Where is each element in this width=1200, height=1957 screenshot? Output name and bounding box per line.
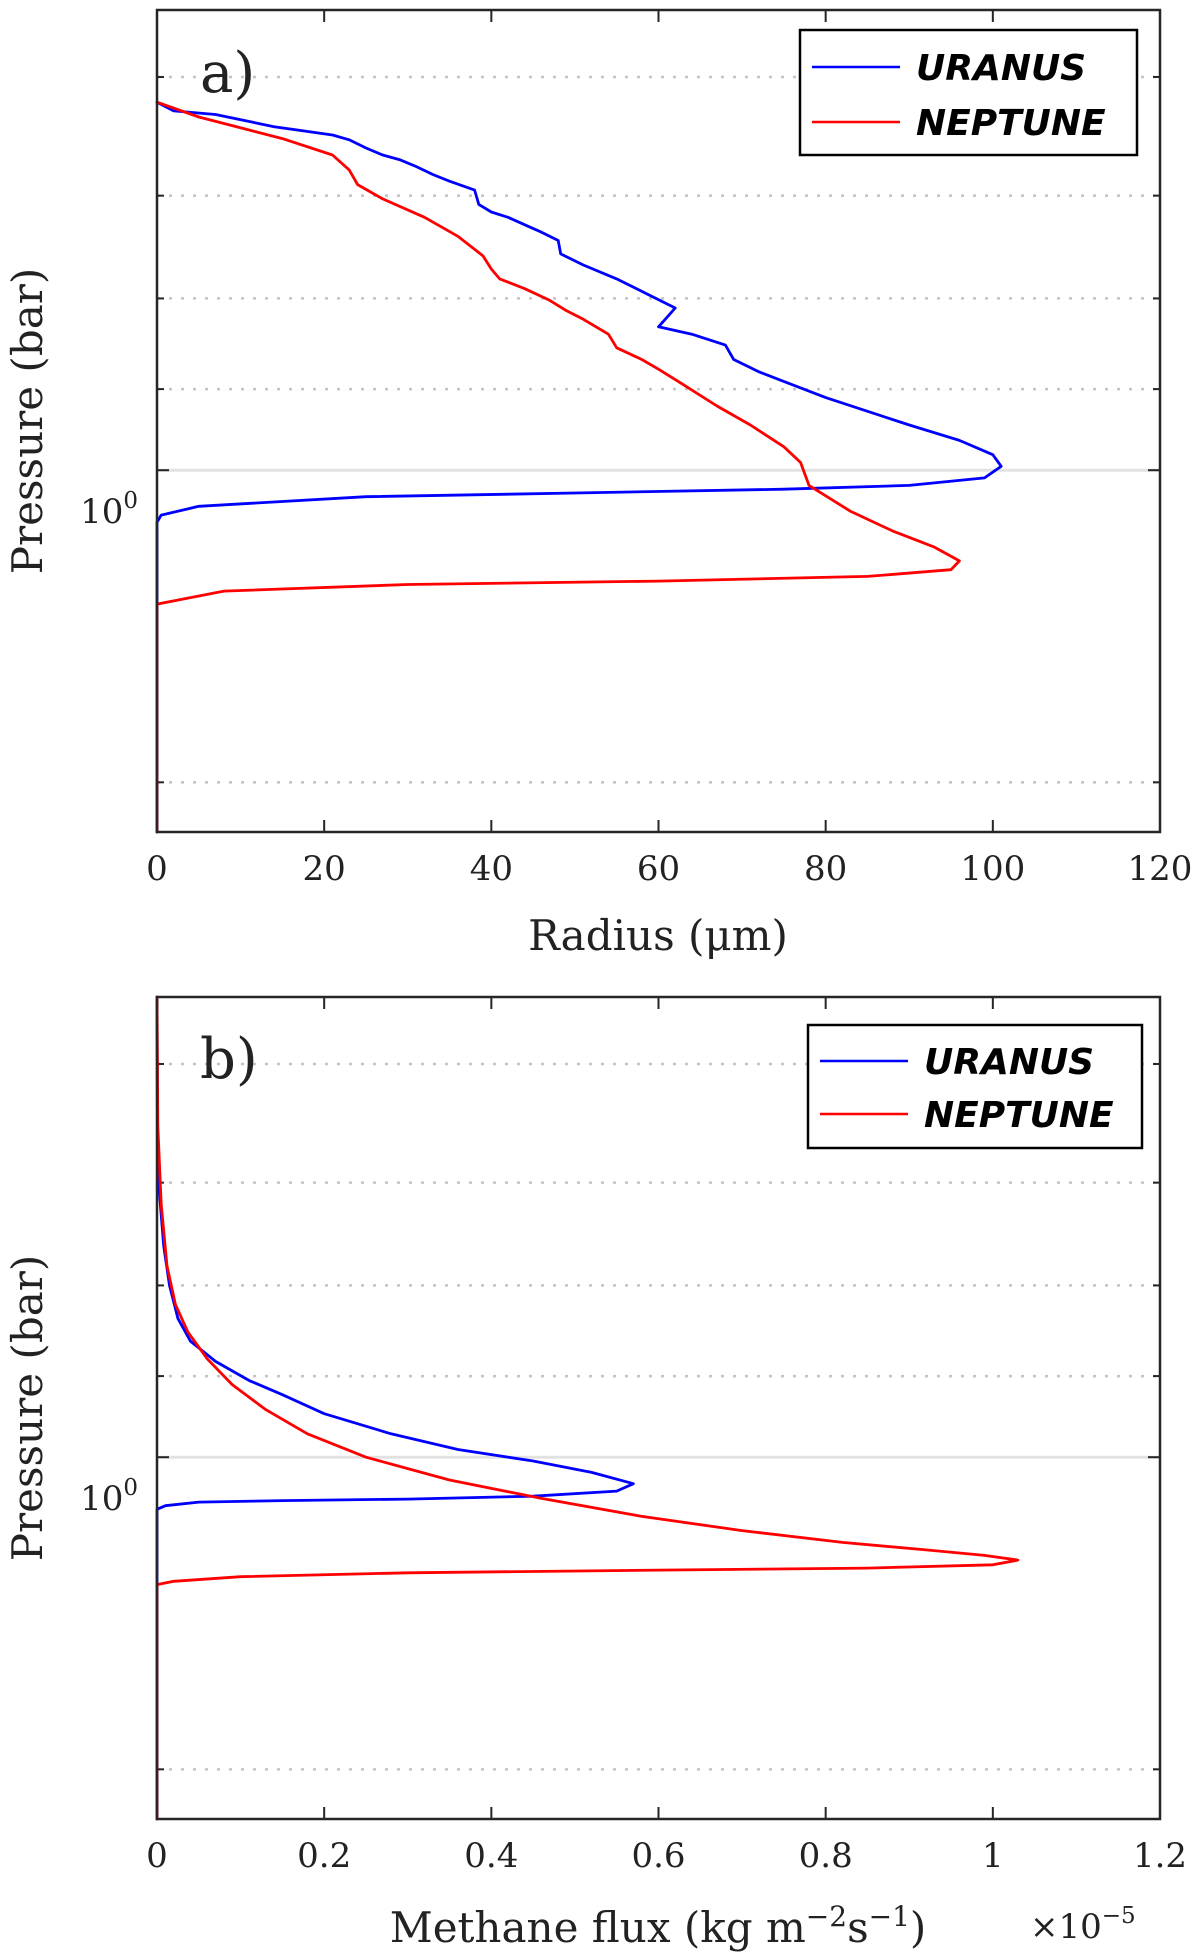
panel-b-legend-box xyxy=(806,1023,1144,1150)
panel-a-series xyxy=(155,100,1003,834)
x-tick-label: 100 xyxy=(960,849,1025,889)
panel-a: 0 20 40 60 80 100 120 100 a) URANUS NEPTUNE Ra… xyxy=(3,8,1192,960)
x-tick-label: 120 xyxy=(1128,849,1193,889)
panel-b-axes-box xyxy=(155,995,1162,1821)
panel-a-legend-uranus-label: URANUS xyxy=(916,48,1086,89)
x-tick-label: 80 xyxy=(804,849,847,889)
panel-a-legend-neptune-label: NEPTUNE xyxy=(916,103,1106,144)
series-line-uranus xyxy=(155,100,1003,834)
series-line-neptune xyxy=(155,995,1020,1821)
panel-a-gridlines xyxy=(157,75,1160,784)
x-tick-label: 40 xyxy=(470,849,513,889)
panel-b: 0 0.2 0.4 0.6 0.8 1 1.2 100 b) URANUS NEPTUNE … xyxy=(3,995,1187,1952)
panel-a-x-axis-label: Radius (μm) xyxy=(528,911,788,960)
panel-b-series xyxy=(155,995,1020,1821)
panel-b-legend: URANUS NEPTUNE xyxy=(806,1023,1144,1150)
panel-b-legend-neptune-label: NEPTUNE xyxy=(924,1095,1114,1136)
panel-a-legend: URANUS NEPTUNE xyxy=(798,28,1139,157)
panel-b-x-ticks: 0 0.2 0.4 0.6 0.8 1 1.2 xyxy=(146,997,1187,1876)
panel-b-x-multiplier: ×10−5 xyxy=(1030,1903,1136,1947)
x-tick-label: 0.2 xyxy=(297,1836,351,1876)
panel-a-legend-box xyxy=(798,28,1139,157)
x-tick-label: 1.2 xyxy=(1133,1836,1187,1876)
panel-b-legend-uranus-label: URANUS xyxy=(924,1042,1094,1083)
x-tick-label: 0.6 xyxy=(631,1836,685,1876)
x-tick-label: 0 xyxy=(146,849,168,889)
x-tick-label: 0 xyxy=(146,1836,168,1876)
series-line-neptune xyxy=(155,100,961,834)
x-tick-label: 0.4 xyxy=(464,1836,518,1876)
panel-a-label: a) xyxy=(200,41,255,106)
panel-a-y-axis-label: Pressure (bar) xyxy=(3,268,52,574)
panel-b-y-axis-label: Pressure (bar) xyxy=(3,1255,52,1561)
x-tick-label: 1 xyxy=(982,1836,1004,1876)
panel-b-y-tick-label: 100 xyxy=(80,1475,138,1519)
panel-b-label: b) xyxy=(200,1027,258,1092)
panel-a-x-ticks: 0 20 40 60 80 100 120 xyxy=(146,10,1192,889)
x-tick-label: 20 xyxy=(303,849,346,889)
panel-b-x-axis-label: Methane flux (kg m−2s−1) xyxy=(390,1900,927,1952)
panel-b-gridlines xyxy=(157,1062,1160,1771)
panel-a-axes-box xyxy=(155,8,1162,834)
panel-a-y-tick-label: 100 xyxy=(80,488,138,532)
x-tick-label: 60 xyxy=(637,849,680,889)
x-tick-label: 0.8 xyxy=(799,1836,853,1876)
